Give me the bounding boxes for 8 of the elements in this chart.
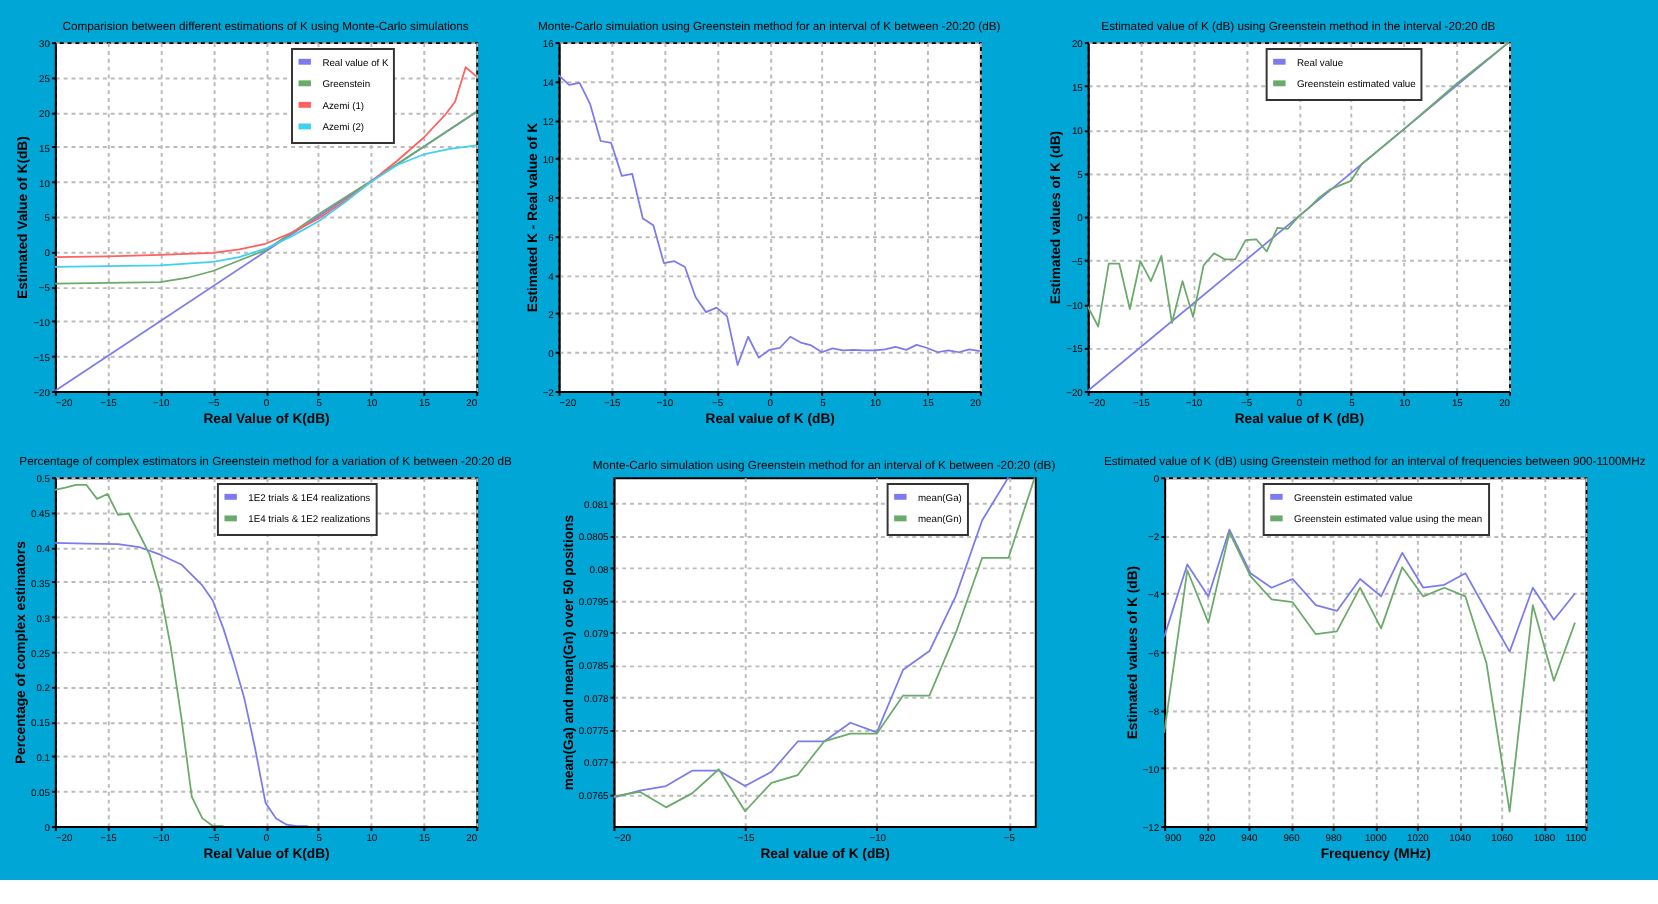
line-series	[54, 541, 309, 827]
line-series	[558, 74, 980, 366]
line-series	[54, 66, 477, 258]
line-series	[1164, 531, 1576, 813]
line-series	[1164, 528, 1576, 653]
line-series	[54, 111, 477, 285]
line-series	[54, 144, 477, 268]
line-series	[54, 484, 225, 827]
